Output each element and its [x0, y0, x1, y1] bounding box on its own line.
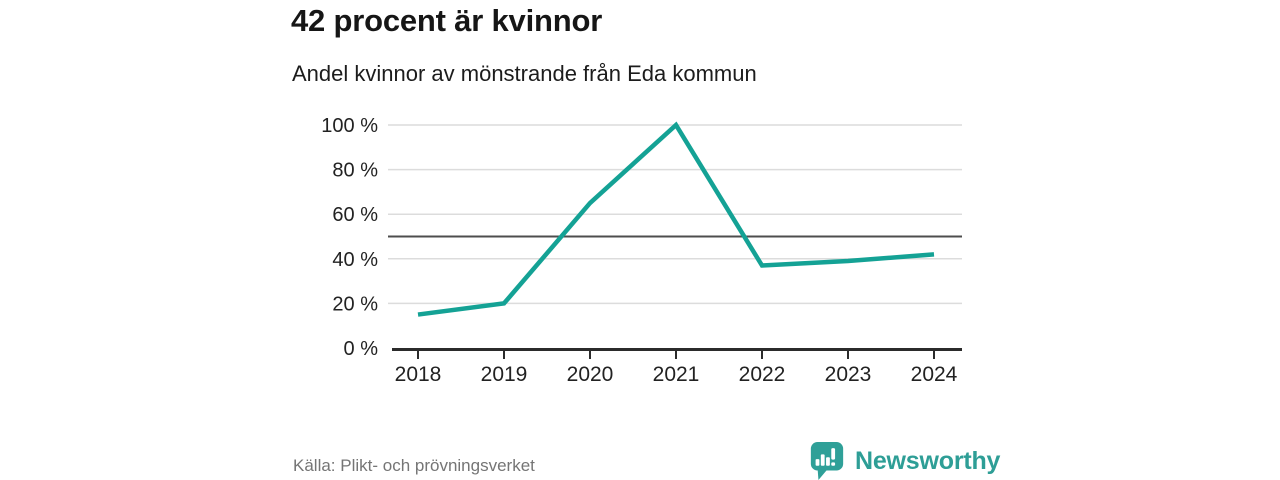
- y-tick-label: 60 %: [332, 204, 378, 226]
- x-tick-label: 2024: [911, 363, 958, 386]
- x-tick-label: 2019: [481, 363, 528, 386]
- x-tick-label: 2021: [653, 363, 700, 386]
- y-tick-label: 40 %: [332, 249, 378, 271]
- x-tick-label: 2023: [825, 363, 872, 386]
- newsworthy-brand-name: Newsworthy: [855, 446, 1001, 475]
- newsworthy-logo-icon: [810, 442, 844, 480]
- chart-title: 42 procent är kvinnor: [291, 3, 603, 38]
- y-tick-label: 80 %: [332, 160, 378, 182]
- newsworthy-logo: Newsworthy: [808, 441, 1000, 480]
- x-tick-label: 2022: [739, 363, 786, 386]
- y-tick-label: 100 %: [321, 115, 378, 137]
- x-tick-label: 2018: [395, 363, 442, 386]
- y-tick-label: 0 %: [344, 338, 379, 360]
- source-note: Källa: Plikt- och prövningsverket: [293, 456, 535, 475]
- x-tick-label: 2020: [567, 363, 614, 386]
- chart-subtitle: Andel kvinnor av mönstrande från Eda kom…: [292, 61, 757, 86]
- data-line-andel-kvinnor: [417, 121, 935, 317]
- y-tick-label: 20 %: [332, 293, 378, 315]
